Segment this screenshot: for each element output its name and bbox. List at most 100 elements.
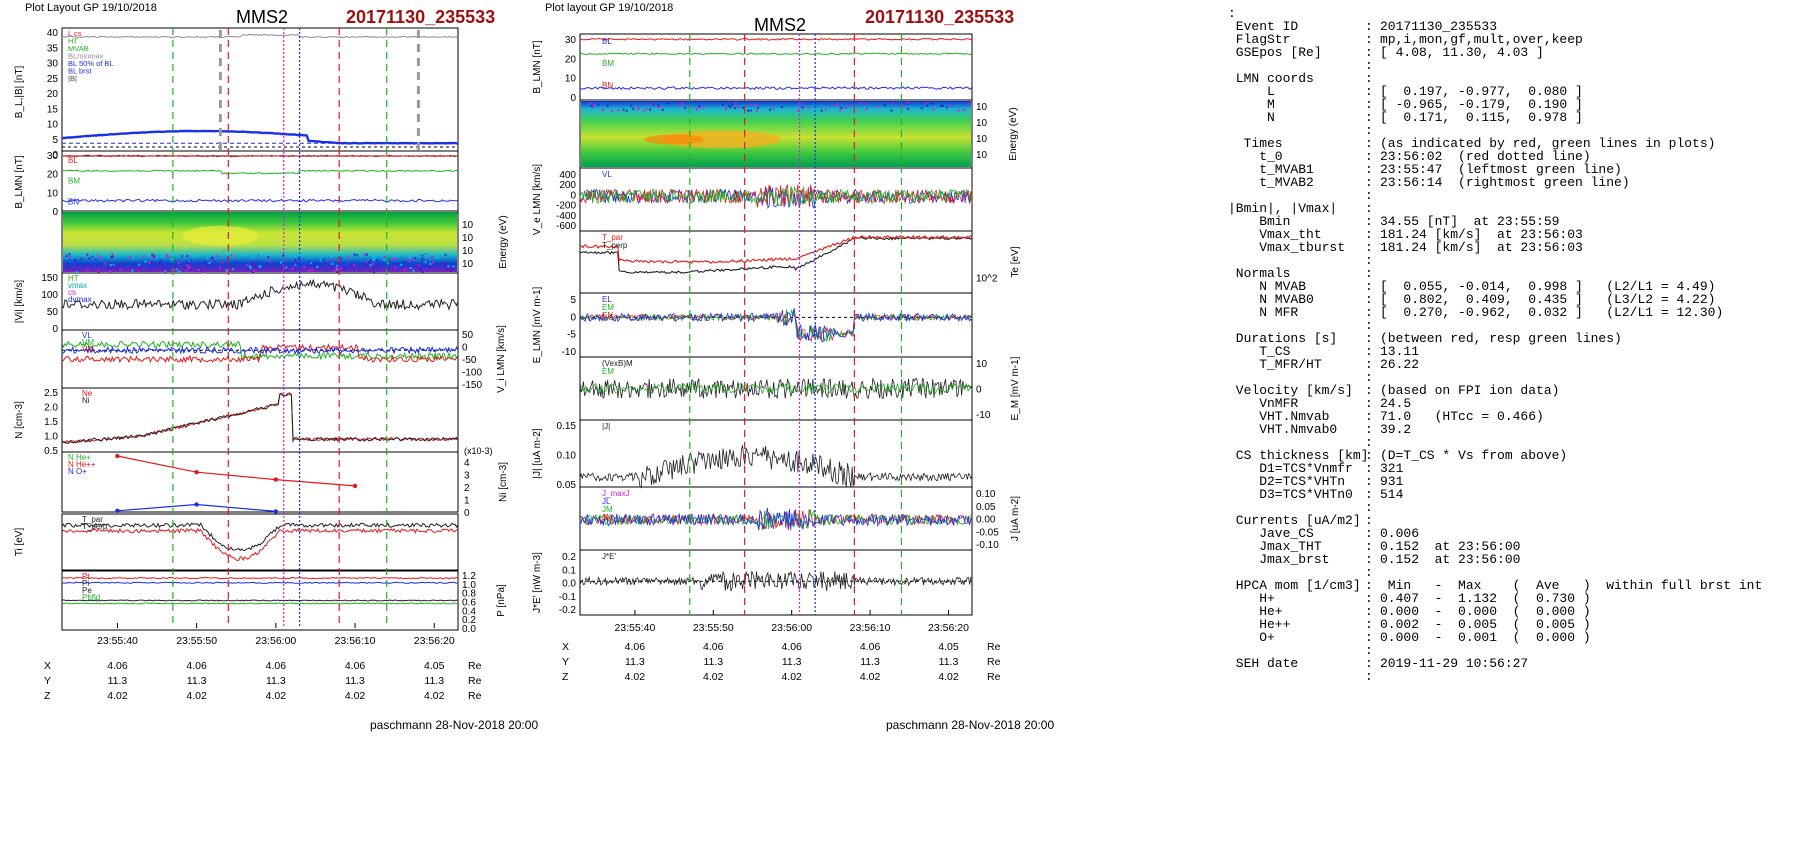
y-axis-label: J*E' [nW m-3] (532, 552, 543, 613)
spectrogram-pixel (866, 108, 868, 111)
spectrogram-pixel (148, 262, 151, 265)
info-colon: : (1365, 162, 1373, 177)
info-value: (between red, resp green lines) (1380, 331, 1622, 346)
panel-frame (579, 549, 973, 616)
spectrogram-pixel (602, 108, 605, 111)
y-axis-label: E_M [mV m-1] (1010, 356, 1021, 420)
spectrogram-pixel (251, 263, 253, 266)
info-colon: : (1365, 604, 1373, 619)
spectrogram-pixel (658, 106, 661, 109)
spectrogram-pixel (162, 255, 165, 258)
y-tick-label: 0.0 (562, 579, 576, 590)
info-value: [ 0.055, -0.014, 0.998 ] (L2/L1 = 4.49) (1380, 279, 1716, 294)
info-colon: : (1365, 448, 1373, 463)
info-colon: : (1365, 344, 1373, 359)
position-unit: Re (468, 660, 482, 672)
spectrogram-pixel (219, 266, 222, 269)
y-tick-label: 1.2 (462, 571, 476, 582)
spectrogram-pixel (319, 258, 322, 261)
spectrogram-pixel (111, 253, 114, 256)
spectrogram-pixel (416, 265, 419, 268)
y-tick-label: 4 (464, 458, 470, 469)
info-colon: : (1365, 565, 1373, 580)
spectrogram-pixel (322, 258, 325, 261)
spectrogram-pixel (394, 255, 397, 258)
info-colon: : (1365, 656, 1373, 671)
spectrogram-pixel (296, 262, 299, 265)
spectrogram-pixel (430, 256, 433, 259)
scale-label: (x10-3) (464, 446, 493, 456)
spectrogram-pixel (453, 267, 456, 270)
info-colon: : (1365, 409, 1373, 424)
spectrogram-pixel (396, 262, 399, 265)
legend-label: N He++ (68, 460, 96, 469)
spectrogram-pixel (920, 107, 923, 110)
position-value: 4.06 (781, 641, 802, 653)
legend-label: T_perp (82, 522, 108, 531)
spectrogram-pixel (144, 260, 147, 263)
y-tick-label: -0.2 (559, 605, 577, 616)
y-tick-label: -200 (556, 201, 576, 212)
spectrogram-pixel (86, 253, 89, 256)
info-colon: : (1365, 253, 1373, 268)
y-tick-label: 10 (462, 220, 474, 231)
y-tick-label: -0.05 (976, 527, 999, 538)
spectrogram-pixel (293, 262, 296, 265)
spectrogram-pixel (294, 269, 297, 272)
info-key: L (1228, 84, 1275, 99)
spectrogram-pixel (597, 104, 600, 106)
info-value: [ 0.171, 0.115, 0.978 ] (1380, 110, 1583, 125)
y-axis-label: Energy (eV) (498, 215, 509, 268)
position-row-label: X (562, 641, 569, 653)
series-line-Pt (61, 576, 459, 580)
y-axis-label: |Vi| [km/s] (14, 280, 25, 324)
series-line-Pe (62, 599, 459, 602)
info-value: (based on FPI ion data) (1380, 383, 1560, 398)
spectrogram-pixel (131, 265, 134, 268)
spectrogram-pixel (331, 263, 334, 265)
legend-label: VL (602, 170, 612, 179)
info-value: [ 0.802, 0.409, 0.435 ] (L3/L2 = 4.22) (1380, 292, 1716, 307)
spectrogram-pixel (330, 267, 333, 270)
spectrogram-pixel (117, 265, 120, 268)
info-colon: : (1365, 279, 1373, 294)
y-tick-label: 20 (565, 54, 577, 65)
legend-label: EN (602, 311, 613, 320)
spectrogram-pixel (932, 108, 935, 111)
position-value: 4.02 (424, 690, 445, 702)
spectrogram-pixel (189, 265, 191, 268)
info-colon: : (1365, 461, 1373, 476)
spectrogram-hot-region (644, 134, 705, 145)
panel-frame (579, 292, 973, 358)
info-key: VHT.Nmvab0 (1228, 422, 1338, 437)
spectrogram-pixel (112, 264, 115, 267)
legend-label: VL (82, 331, 92, 340)
position-value: 4.02 (703, 671, 724, 683)
legend-label: BM (602, 59, 614, 68)
info-colon: : (1365, 201, 1373, 216)
series-line-VN (61, 345, 459, 355)
spectrogram-pixel (155, 256, 158, 259)
spectrogram-pixel (803, 105, 805, 108)
spectrogram-pixel (96, 254, 99, 257)
y-tick-label: 5 (52, 135, 58, 146)
legend-label: BN (602, 81, 613, 90)
y-tick-label: 3 (464, 471, 470, 482)
info-key: SEH date (1228, 656, 1299, 671)
spectrogram-pixel (343, 268, 346, 270)
spectrogram-pixel (439, 262, 442, 265)
spectrogram-pixel (757, 106, 760, 109)
y-tick-label: -0.10 (976, 540, 999, 551)
spectrogram-pixel (162, 266, 165, 269)
x-tick-label: 23:56:10 (850, 622, 891, 634)
spectrogram-pixel (207, 265, 210, 268)
spectrogram-pixel (373, 266, 376, 269)
spectrogram-pixel (316, 265, 319, 268)
position-value: 11.3 (782, 656, 802, 668)
y-tick-label: 1.0 (44, 432, 58, 443)
info-colon: : (1365, 357, 1373, 372)
info-key: Times (1228, 136, 1283, 151)
spectrogram-pixel (192, 255, 195, 258)
spectrogram-pixel (231, 268, 234, 271)
